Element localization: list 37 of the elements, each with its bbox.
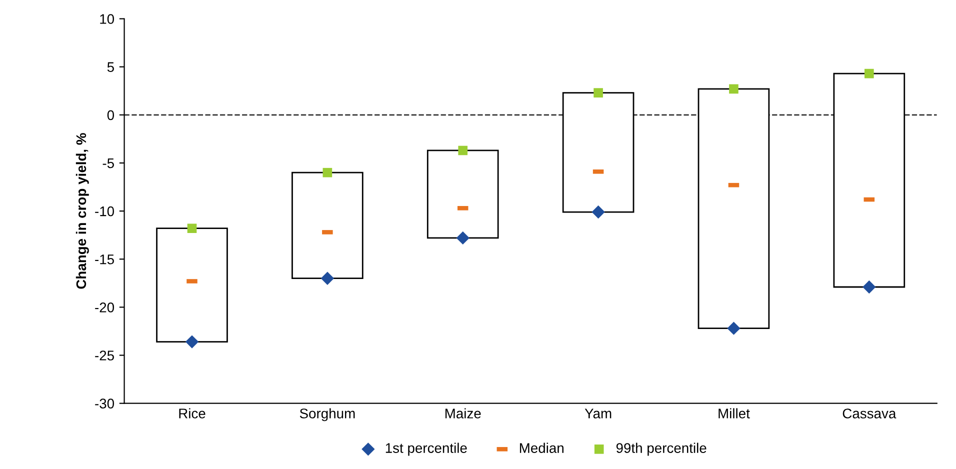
bar — [562, 92, 634, 213]
y-tick-label: -10 — [95, 206, 114, 216]
legend-label: Median — [520, 442, 564, 453]
point — [727, 322, 740, 335]
y-tick-label: -30 — [95, 398, 114, 409]
point — [862, 280, 876, 294]
y-tick-label: 0 — [107, 110, 114, 120]
legend-label: 99th percentile — [616, 442, 706, 456]
point — [864, 68, 874, 78]
y-axis-title: Change in crop yield, % — [76, 133, 89, 289]
legend-label: 1st percentile — [386, 442, 467, 456]
y-tick-label: -20 — [95, 302, 114, 312]
point — [185, 335, 199, 348]
y-tick-label: -25 — [95, 350, 114, 360]
bar — [156, 228, 228, 342]
y-tick-label: -15 — [95, 254, 114, 264]
point — [456, 231, 470, 245]
y-tick-label: 5 — [107, 62, 114, 72]
bar — [292, 172, 364, 280]
point — [322, 168, 332, 178]
x-tick-label: Sorghum — [300, 408, 355, 422]
x-tick-label: Cassava — [842, 408, 896, 418]
bar — [698, 88, 770, 330]
point — [729, 84, 738, 94]
point — [320, 272, 334, 285]
point — [594, 88, 603, 98]
point — [187, 224, 197, 234]
bar — [833, 72, 906, 288]
x-tick-label: Rice — [179, 408, 206, 418]
x-tick-label: Maize — [445, 408, 481, 418]
bar — [426, 150, 499, 239]
x-tick-label: Millet — [718, 408, 750, 418]
y-tick-label: -5 — [102, 158, 114, 168]
y-tick-label: 10 — [100, 14, 114, 24]
x-tick-label: Yam — [584, 408, 612, 418]
point — [592, 205, 605, 219]
point — [458, 146, 468, 156]
